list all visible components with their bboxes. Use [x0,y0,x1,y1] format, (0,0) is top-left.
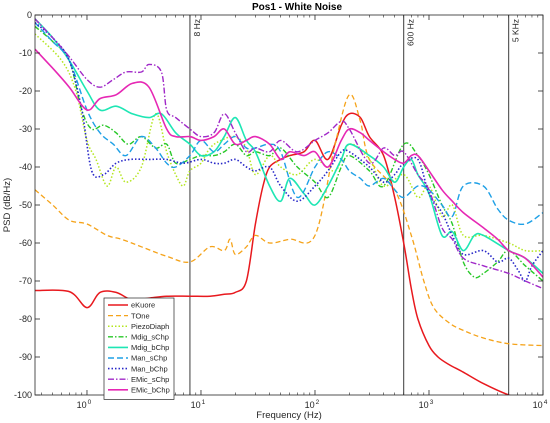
marker-label-1: 600 Hz [406,19,416,46]
y-tick-label-3: -30 [19,124,32,134]
marker-label-2: 5 KHz [511,19,521,42]
series-line-emic-bchp [35,48,543,278]
x-tick-label-0: 100 [77,399,92,410]
y-tick-label-8: -80 [19,314,32,324]
series-line-emic-schp [35,18,543,290]
y-tick-label-4: -40 [19,162,32,172]
series-line-tone [35,93,543,347]
y-tick-label-0: 0 [27,10,32,20]
x-axis-label: Frequency (Hz) [256,410,321,421]
legend-label-2: PiezoDiaph [131,322,169,331]
y-axis-label: PSD (dB/Hz) [2,178,13,232]
legend-label-4: Mdig_bChp [131,343,169,352]
x-tick-label-2: 102 [305,399,320,410]
series-line-man-schp [35,22,543,226]
legend-label-8: EMic_bChp [131,386,170,395]
y-tick-label-10: -100 [14,390,32,400]
y-tick-label-9: -90 [19,352,32,362]
series-line-man-bchp [35,21,543,282]
series-line-piezodiaph [35,33,543,252]
legend-label-0: eKuore [131,301,155,310]
y-tick-label-6: -60 [19,238,32,248]
axis-ticks: 100 101 102 103 104 0 -10 -20 -30 -40 -50 -60 -70 -80… [14,10,548,410]
legend-label-3: Mdig_sChp [131,333,169,342]
x-tick-label-1: 101 [191,399,206,410]
x-tick-label-3: 103 [419,399,434,410]
legend-label-6: Man_bChp [131,364,168,373]
legend-box [103,297,175,400]
marker-label-0: 8 Hz [192,19,202,36]
y-tick-label-5: -50 [19,200,32,210]
frequency-markers: 8 Hz 600 Hz 5 KHz [189,15,521,395]
legend-label-1: TOne [131,311,150,320]
legend-label-5: Man_sChp [131,354,167,363]
x-tick-label-4: 104 [533,399,548,410]
y-tick-label-2: -20 [19,86,32,96]
legend-label-7: EMic_sChp [131,375,169,384]
y-tick-label-1: -10 [19,48,32,58]
series-layer [35,18,543,395]
chart-title: Pos1 - White Noise [252,2,342,13]
y-tick-label-7: -70 [19,276,32,286]
